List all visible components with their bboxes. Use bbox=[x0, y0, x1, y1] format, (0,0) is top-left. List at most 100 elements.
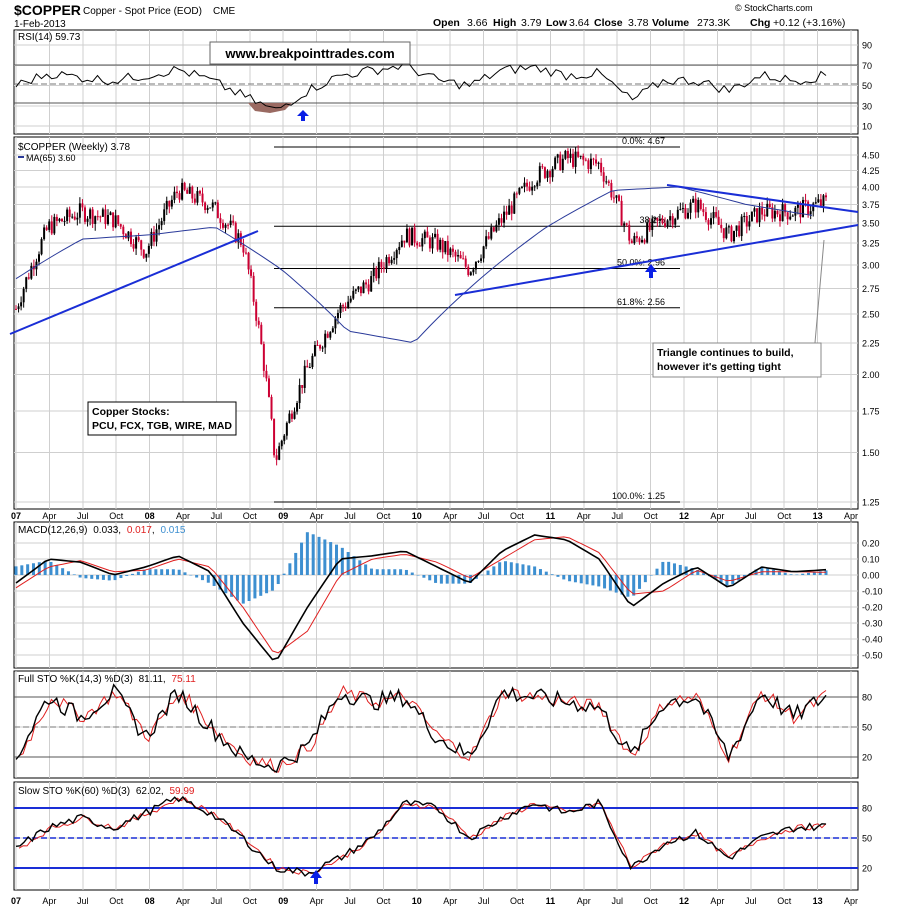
rsi-oversold-fill bbox=[248, 103, 292, 113]
macd-hist-bar bbox=[265, 575, 269, 594]
x-tick-label: Oct bbox=[109, 896, 124, 906]
x-tick-label: 13 bbox=[813, 511, 823, 521]
price-bar-body bbox=[589, 158, 592, 170]
price-bar-body bbox=[556, 154, 559, 158]
price-bar-body bbox=[321, 347, 324, 349]
price-bar-body bbox=[250, 269, 253, 276]
price-bar-body bbox=[278, 446, 281, 460]
macd-hist-bar bbox=[777, 571, 781, 575]
price-bar-body bbox=[30, 265, 33, 279]
macd-hist-bar bbox=[305, 532, 309, 575]
price-bar-body bbox=[819, 199, 822, 206]
y-tick-label: 0.20 bbox=[862, 539, 880, 549]
macd-hist-bar bbox=[422, 575, 426, 578]
macd-hist-bar bbox=[253, 575, 257, 599]
price-bar-body bbox=[160, 221, 163, 226]
price-bar-body bbox=[776, 210, 779, 215]
price-bar-body bbox=[78, 203, 81, 218]
macd-hist-bar bbox=[131, 573, 135, 575]
y-tick-label: 3.50 bbox=[862, 219, 880, 229]
price-bar-body bbox=[106, 214, 109, 225]
price-bar-body bbox=[301, 385, 304, 388]
price-bar-body bbox=[227, 224, 230, 226]
x-tick-label: Jul bbox=[611, 896, 623, 906]
macd-hist-bar bbox=[772, 569, 776, 575]
macd-hist-bar bbox=[189, 574, 193, 576]
y-tick-label: 4.25 bbox=[862, 166, 880, 176]
price-bar-body bbox=[791, 215, 794, 217]
macd-hist-bar bbox=[515, 563, 519, 575]
price-bar-body bbox=[296, 402, 299, 412]
price-bar-body bbox=[743, 215, 746, 217]
macd-hist-bar bbox=[457, 575, 461, 584]
triangle-annotation-box bbox=[652, 342, 822, 378]
macd-signal-value: 0.017 bbox=[127, 525, 152, 536]
price-bar-body bbox=[784, 204, 787, 213]
macd-hist-bar bbox=[346, 552, 350, 575]
price-bar-body bbox=[689, 202, 692, 213]
y-tick-label: 1.25 bbox=[862, 498, 880, 508]
macd-hist-bar bbox=[795, 574, 799, 576]
x-tick-label: Oct bbox=[243, 896, 258, 906]
price-bar-body bbox=[541, 166, 544, 168]
macd-hist-bar bbox=[603, 575, 607, 589]
macd-hist-bar bbox=[352, 556, 356, 575]
high-label: High bbox=[493, 17, 516, 29]
y-tick-label: 2.00 bbox=[862, 370, 880, 380]
macd-hist-bar bbox=[166, 569, 170, 575]
price-bar-body bbox=[252, 275, 255, 302]
price-bar-body bbox=[451, 248, 454, 252]
macd-hist-bar bbox=[37, 562, 41, 575]
price-bar-body bbox=[546, 171, 549, 178]
x-tick-label: Oct bbox=[644, 511, 659, 521]
price-bar-body bbox=[55, 216, 58, 221]
macd-hist-bar bbox=[96, 575, 100, 580]
macd-hist-bar bbox=[672, 563, 676, 575]
macd-hist-bar bbox=[317, 536, 321, 575]
price-bar-body bbox=[324, 333, 327, 348]
price-bar-body bbox=[352, 290, 355, 299]
price-bar-body bbox=[255, 301, 258, 321]
price-bar-body bbox=[114, 215, 117, 228]
price-bar-body bbox=[132, 244, 135, 249]
macd-hist-bar bbox=[212, 575, 216, 586]
price-bar-body bbox=[293, 411, 296, 419]
macd-hist-bar bbox=[678, 564, 682, 575]
macd-hist-bar bbox=[742, 575, 746, 577]
price-bar-body bbox=[403, 240, 406, 243]
macd-hist-bar bbox=[469, 575, 473, 583]
price-bar-body bbox=[150, 231, 153, 246]
price-bar-body bbox=[112, 212, 115, 228]
price-bar-body bbox=[543, 167, 546, 178]
price-bar-body bbox=[789, 216, 792, 220]
price-bar-body bbox=[822, 195, 825, 206]
macd-hist-bar bbox=[480, 574, 484, 576]
price-bar-body bbox=[135, 237, 138, 249]
trendline-2007 bbox=[9, 230, 259, 335]
chg-label: Chg bbox=[750, 17, 770, 29]
price-bar-body bbox=[745, 215, 748, 227]
price-bar-body bbox=[53, 216, 56, 234]
x-tick-label: Oct bbox=[243, 511, 258, 521]
price-bar-body bbox=[753, 208, 756, 212]
y-tick-label: 3.25 bbox=[862, 239, 880, 249]
macd-hist-value: 0.015 bbox=[160, 525, 185, 536]
price-bar-body bbox=[68, 209, 71, 217]
macd-hist-bar bbox=[399, 569, 403, 575]
price-bar-body bbox=[408, 228, 411, 246]
x-tick-label: Oct bbox=[510, 896, 525, 906]
fib-level-label: 61.8%: 2.56 bbox=[617, 297, 665, 307]
macd-hist-bar bbox=[84, 575, 88, 579]
y-tick-label: 1.50 bbox=[862, 448, 880, 458]
volume-label: Volume bbox=[652, 17, 689, 29]
price-bar-body bbox=[357, 286, 360, 290]
macd-hist-bar bbox=[684, 566, 688, 575]
macd-hist-bar bbox=[282, 573, 286, 575]
price-bar-body bbox=[372, 268, 375, 277]
macd-label-prefix: MACD(12,26,9) bbox=[18, 525, 87, 536]
price-bar-body bbox=[216, 202, 219, 219]
y-tick-label: 4.00 bbox=[862, 182, 880, 192]
x-tick-label: Apr bbox=[577, 896, 591, 906]
price-bar-body bbox=[727, 226, 730, 228]
price-bar-body bbox=[158, 225, 161, 230]
